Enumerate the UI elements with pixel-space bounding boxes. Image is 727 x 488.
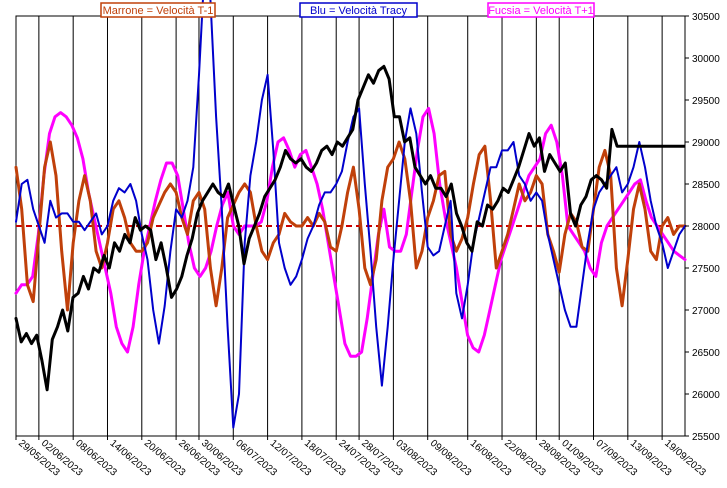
y-tick-label: 28500 bbox=[692, 180, 720, 191]
y-tick-label: 26500 bbox=[692, 348, 720, 359]
y-tick-label: 27500 bbox=[692, 264, 720, 275]
series-group bbox=[14, 0, 687, 429]
y-tick-label: 29000 bbox=[692, 138, 720, 149]
blue-tracy-velocity-line bbox=[15, 0, 686, 429]
y-tick-label: 30000 bbox=[692, 54, 720, 65]
fuchsia-velocity-t-plus-1-line bbox=[14, 106, 687, 358]
y-tick-label: 27000 bbox=[692, 306, 720, 317]
price-series-line bbox=[14, 64, 640, 392]
y-tick-label: 25500 bbox=[692, 432, 720, 443]
legend-box bbox=[100, 2, 216, 18]
legend: Marrone = Velocità T-1 Blu = Velocità Tra… bbox=[100, 2, 595, 18]
legend-label: Marrone = Velocità T-1 bbox=[103, 5, 214, 17]
legend-box bbox=[299, 2, 418, 18]
legend-box bbox=[487, 2, 595, 18]
y-tick-label: 29500 bbox=[692, 96, 720, 107]
y-tick-label: 26000 bbox=[692, 390, 720, 401]
legend-label: Fucsia = Velocità T+1 bbox=[488, 5, 594, 17]
y-tick-label: 28000 bbox=[692, 222, 720, 233]
y-tick-label: 30500 bbox=[692, 12, 720, 23]
y-axis-ticks: 30500 30000 29500 29000 28500 28000 27500 27000… bbox=[685, 12, 720, 443]
legend-label: Blu = Velocità Tracy bbox=[310, 5, 407, 17]
